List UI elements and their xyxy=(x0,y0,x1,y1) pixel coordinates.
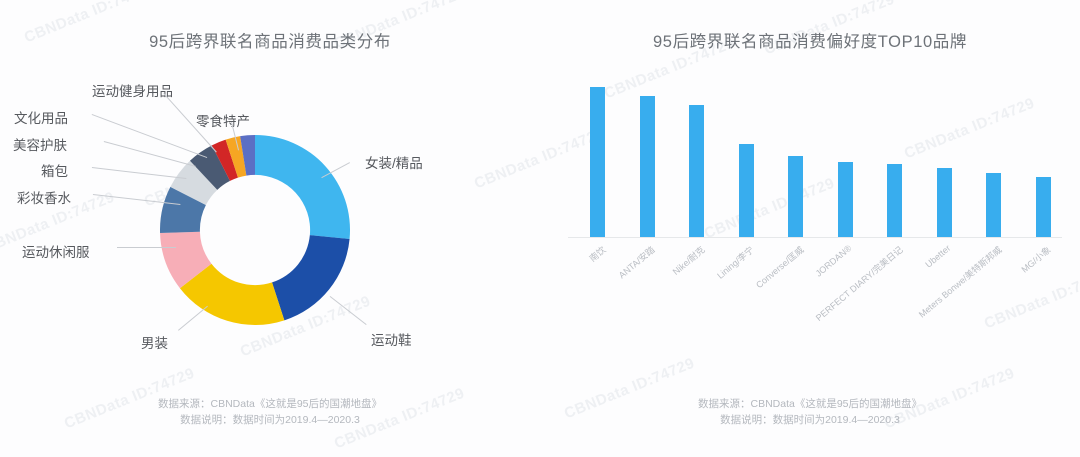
donut-svg xyxy=(160,135,350,325)
bar-category-label: Converse/匡威 xyxy=(753,244,806,291)
pie-slice[interactable] xyxy=(240,135,255,176)
bar[interactable] xyxy=(738,144,754,237)
right-chart-title: 95后跨界联名商品消费偏好度TOP10品牌 xyxy=(653,33,967,51)
right-footer-note: 数据说明：数据时间为2019.4—2020.3 xyxy=(720,414,900,426)
pie-slice[interactable] xyxy=(179,263,285,325)
bar[interactable] xyxy=(689,105,704,237)
donut-chart xyxy=(160,135,350,325)
pie-slice-label: 彩妆香水 xyxy=(17,191,71,206)
bar[interactable] xyxy=(837,162,853,237)
bar-category-label: JORDAN® xyxy=(813,243,854,279)
left-footer: 数据来源：CBNData《这就是95后的国潮地盘》 数据说明：数据时间为2019… xyxy=(0,396,540,428)
pie-slice-label: 零食特产 xyxy=(196,114,250,129)
pie-slice-label: 文化用品 xyxy=(14,111,68,126)
pie-slice-label: 运动鞋 xyxy=(371,333,412,348)
pie-slice[interactable] xyxy=(225,136,247,178)
bar-category-label: MG/小象 xyxy=(1019,244,1053,275)
bar-category-label: ANTA/安踏 xyxy=(616,244,657,281)
bar[interactable] xyxy=(1035,177,1051,237)
pie-slice[interactable] xyxy=(189,145,230,190)
bar-baseline-axis xyxy=(568,237,1062,238)
bar[interactable] xyxy=(986,172,1001,237)
pie-slice[interactable] xyxy=(255,135,350,239)
bar[interactable] xyxy=(639,96,655,237)
pie-slice[interactable] xyxy=(160,231,212,289)
right-footer-source: 数据来源：CBNData《这就是95后的国潮地盘》 xyxy=(697,398,923,410)
left-chart-title: 95后跨界联名商品消费品类分布 xyxy=(149,33,391,51)
left-footer-source: 数据来源：CBNData《这就是95后的国潮地盘》 xyxy=(157,398,383,410)
pie-slice[interactable] xyxy=(170,160,218,205)
bar-chart: 南饮 ANTA/安踏 Nike/耐克 Lining/李宁 Converse/匡威 JORD… xyxy=(540,0,1080,457)
left-chart-panel: 95后跨界联名商品消费品类分布 女装/精品运动鞋 男装 运动休闲服 彩妆香水 箱包 美容护… xyxy=(0,33,540,428)
pie-slice-label: 运动休闲服 xyxy=(22,245,90,260)
pie-slice-label: 美容护肤 xyxy=(13,138,67,153)
bar[interactable] xyxy=(936,168,952,237)
bar-category-label: PERFECT DIARY/完美日记 xyxy=(813,244,905,324)
pie-slice[interactable] xyxy=(160,186,206,233)
pie-leader-line xyxy=(117,247,176,248)
right-footer: 数据来源：CBNData《这就是95后的国潮地盘》 数据说明：数据时间为2019… xyxy=(540,396,1080,428)
pie-slice[interactable] xyxy=(272,235,350,321)
right-chart-panel: 95后跨界联名商品消费偏好度TOP10品牌 南饮 ANTA/安踏 Nike/耐克 Li… xyxy=(540,0,1080,457)
bar-category-label: Meters Bonwe/美特斯邦威 xyxy=(916,244,1004,320)
pie-slice-label: 运动健身用品 xyxy=(92,84,173,99)
pie-slice-label: 女装/精品 xyxy=(365,156,423,171)
bar-category-label: Ubetter xyxy=(923,243,953,270)
bar-category-label: Lining/李宁 xyxy=(715,244,756,281)
left-footer-note: 数据说明：数据时间为2019.4—2020.3 xyxy=(180,414,360,426)
bar[interactable] xyxy=(590,87,605,237)
pie-slice-label: 男装 xyxy=(141,336,168,351)
pie-slice[interactable] xyxy=(211,139,238,181)
pie-slice-label: 箱包 xyxy=(41,164,68,179)
bar[interactable] xyxy=(788,156,803,237)
bar[interactable] xyxy=(887,163,902,237)
bar-category-label: Nike/耐克 xyxy=(670,244,707,277)
